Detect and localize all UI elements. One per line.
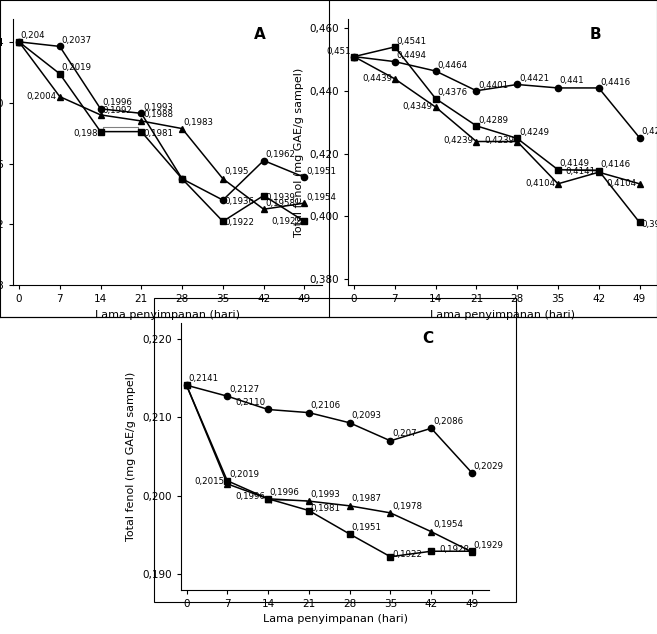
Text: 0,4104: 0,4104 [606,179,637,188]
Text: 0,1962: 0,1962 [265,150,296,159]
Text: 0,2029: 0,2029 [474,462,504,470]
Text: 0,4289: 0,4289 [478,115,508,125]
Text: 0,3981: 0,3981 [641,219,657,229]
Text: 0,4401: 0,4401 [478,81,509,89]
Text: 0,2086: 0,2086 [433,417,463,426]
Text: 0,4349: 0,4349 [403,103,433,112]
Text: 0,441: 0,441 [560,77,584,86]
Text: A: A [254,27,266,42]
Text: 0,1922: 0,1922 [271,217,302,226]
Text: 0,4494: 0,4494 [397,51,426,60]
Text: 0,2004: 0,2004 [27,92,57,101]
Text: 0,1939: 0,1939 [265,193,295,202]
Text: 0,1993: 0,1993 [143,103,173,112]
Text: 0,451: 0,451 [327,47,351,56]
Text: 0,1958: 0,1958 [265,198,296,208]
Text: 0,198: 0,198 [73,129,98,138]
Text: 0,4464: 0,4464 [438,61,468,70]
Text: 0,1981: 0,1981 [311,504,340,513]
Text: 0,4439: 0,4439 [362,74,392,83]
Text: 0,1922: 0,1922 [225,219,255,228]
Text: 0,195: 0,195 [225,167,249,176]
Text: 0,2127: 0,2127 [229,385,259,394]
Text: 0,2037: 0,2037 [62,36,91,45]
Text: 0,1996: 0,1996 [270,488,300,497]
Text: 0,2106: 0,2106 [311,401,341,410]
Text: 0,1954: 0,1954 [433,521,463,529]
Text: 0,4146: 0,4146 [600,160,631,169]
Y-axis label: Total fenol (mg GAE/g sampel): Total fenol (mg GAE/g sampel) [126,372,137,541]
Text: 0,4421: 0,4421 [519,74,549,83]
Text: 0,4541: 0,4541 [397,37,426,46]
Text: 0,1981: 0,1981 [143,129,173,138]
Text: B: B [589,27,601,42]
Text: 0,2019: 0,2019 [229,470,259,479]
Text: 0,2015: 0,2015 [194,477,225,486]
Text: 0,204: 0,204 [21,31,45,41]
Text: 0,4376: 0,4376 [438,88,468,98]
Text: 0,1988: 0,1988 [143,110,173,119]
Text: 0,1987: 0,1987 [351,495,381,503]
Text: 0,1951: 0,1951 [351,524,381,533]
Text: 0,2141: 0,2141 [189,374,218,383]
Text: 0,1951: 0,1951 [306,167,336,176]
Text: 0,4251: 0,4251 [641,127,657,136]
X-axis label: Lama penyimpanan (hari): Lama penyimpanan (hari) [95,310,240,320]
Text: 0,2093: 0,2093 [351,411,381,420]
Y-axis label: Total fenol (mg GAE/g sampel): Total fenol (mg GAE/g sampel) [294,68,304,236]
Text: 0,1996: 0,1996 [235,492,265,501]
Text: 0,1996: 0,1996 [102,98,132,107]
Text: 0,1928: 0,1928 [439,545,469,554]
Text: 0,1929: 0,1929 [474,541,504,550]
Text: 0,1992: 0,1992 [102,106,132,115]
Text: 0,1922: 0,1922 [392,550,422,559]
Text: 0,1954: 0,1954 [306,193,336,202]
Text: 0,4104: 0,4104 [525,179,555,188]
Text: 0,1936: 0,1936 [225,197,255,206]
Text: 0,4239: 0,4239 [484,136,514,145]
Text: 0,4416: 0,4416 [600,78,631,87]
Text: 0,4249: 0,4249 [519,128,549,137]
X-axis label: Lama penyimpanan (hari): Lama penyimpanan (hari) [430,310,575,320]
Text: 0,1993: 0,1993 [311,490,340,499]
Text: 0,4239: 0,4239 [443,136,474,145]
Text: 0,207: 0,207 [392,429,417,439]
Text: C: C [422,332,433,346]
Text: 0,2019: 0,2019 [62,63,91,72]
Text: 0,1983: 0,1983 [184,118,214,127]
Text: 0,4149: 0,4149 [560,159,590,169]
Text: 0,1978: 0,1978 [392,501,422,510]
Text: 0,2110: 0,2110 [235,398,265,407]
X-axis label: Lama penyimpanan (hari): Lama penyimpanan (hari) [263,614,407,624]
Text: 0,4141: 0,4141 [566,167,596,176]
